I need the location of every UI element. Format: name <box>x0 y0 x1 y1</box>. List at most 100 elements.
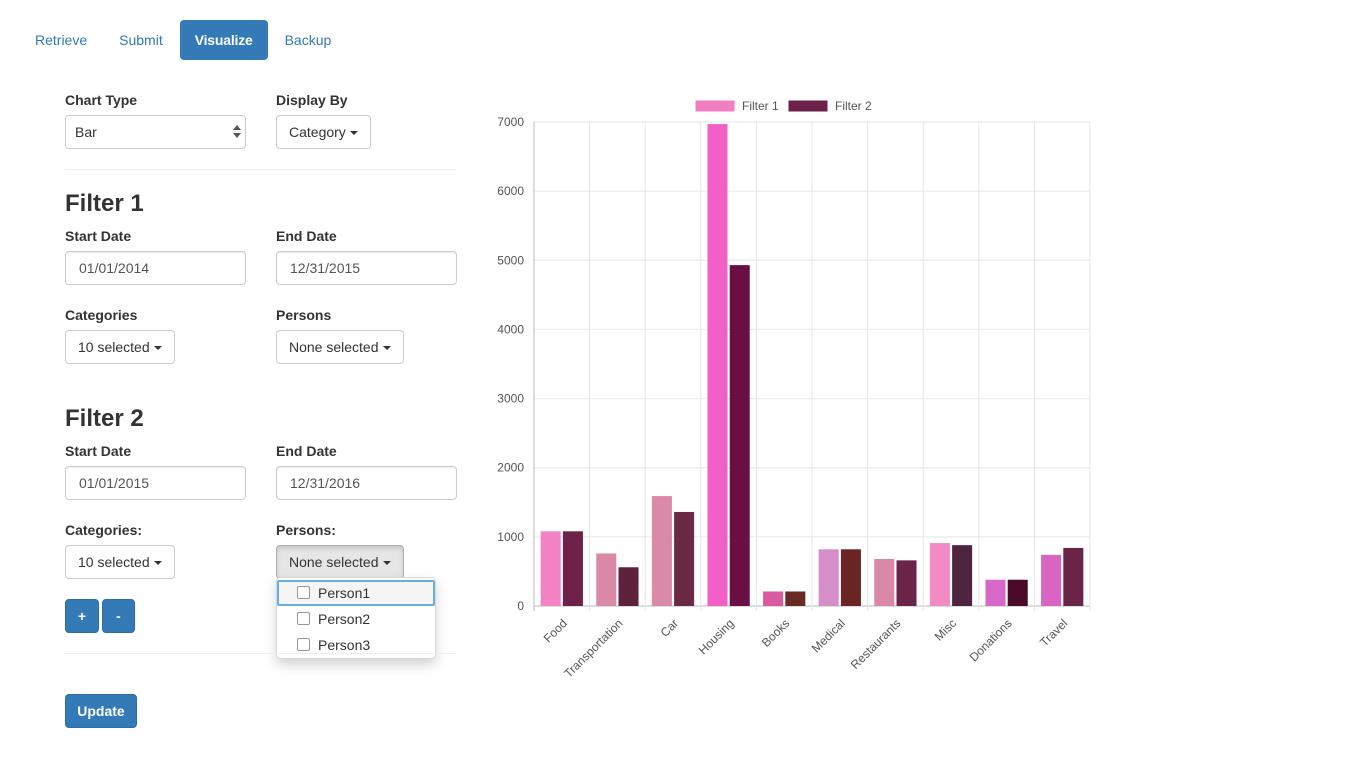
persons-option-person3[interactable]: Person3 <box>277 632 435 658</box>
x-tick-label: Food <box>541 616 570 645</box>
bar-2-misc <box>952 545 973 606</box>
bar-1-car <box>651 496 672 606</box>
caret-down-icon <box>153 561 162 566</box>
persons-option-label: Person2 <box>318 611 371 627</box>
bar-1-transportation <box>596 553 617 606</box>
display-by-label: Display By <box>276 92 348 108</box>
x-tick-label: Car <box>658 616 682 640</box>
tab-backup[interactable]: Backup <box>284 32 332 48</box>
x-tick-label: Misc <box>932 616 959 643</box>
filter2-end-label: End Date <box>276 443 337 459</box>
update-button[interactable]: Update <box>65 694 137 728</box>
chart-type-select[interactable]: Bar <box>65 115 246 149</box>
y-tick-label: 0 <box>517 599 524 613</box>
x-tick-label: Medical <box>809 616 848 655</box>
bar-2-travel <box>1063 547 1084 606</box>
filter1-end-label: End Date <box>276 228 337 244</box>
filter1-categories-value: 10 selected <box>78 339 150 355</box>
divider <box>65 169 456 170</box>
display-by-dropdown[interactable]: Category <box>276 115 371 149</box>
y-tick-label: 2000 <box>497 461 524 475</box>
display-by-value: Category <box>289 124 346 140</box>
filter1-persons-dropdown[interactable]: None selected <box>276 330 404 364</box>
bar-1-restaurants <box>874 558 895 606</box>
persons-option-person1[interactable]: Person1 <box>277 580 435 606</box>
caret-down-icon <box>382 346 391 351</box>
remove-filter-button[interactable]: - <box>102 599 135 633</box>
filter2-start-date-input[interactable]: 01/01/2015 <box>65 466 246 500</box>
caret-down-icon <box>382 561 391 566</box>
filter2-title: Filter 2 <box>65 405 144 432</box>
bar-chart: Filter 1 Filter 2 0 1000 2000 3000 4000 5000 60… <box>497 99 1091 681</box>
checkbox-icon[interactable] <box>297 586 310 599</box>
bar-1-misc <box>929 543 950 606</box>
tab-visualize[interactable]: Visualize <box>179 20 268 60</box>
chart-type-label: Chart Type <box>65 92 138 108</box>
bar-2-donations <box>1007 579 1028 606</box>
filter2-categories-value: 10 selected <box>78 554 150 570</box>
bar-2-transportation <box>618 567 639 606</box>
filter2-persons-dropdown[interactable]: None selected <box>276 545 404 579</box>
filter2-categories-dropdown[interactable]: 10 selected <box>65 545 175 579</box>
persons-dropdown-menu: Person1 Person2 Person3 <box>276 577 436 659</box>
filter1-start-date-input[interactable]: 01/01/2014 <box>65 251 246 285</box>
tab-retrieve[interactable]: Retrieve <box>35 32 88 48</box>
divider <box>65 653 456 654</box>
bar-2-restaurants <box>896 560 917 606</box>
filter1-categories-label: Categories <box>65 307 138 323</box>
y-tick-label: 1000 <box>497 530 524 544</box>
bar-1-donations <box>985 579 1006 606</box>
x-tick-label: Travel <box>1037 616 1070 649</box>
y-axis: 0 1000 2000 3000 4000 5000 6000 7000 <box>497 115 535 613</box>
checkbox-icon[interactable] <box>297 612 310 625</box>
y-tick-label: 7000 <box>497 115 524 129</box>
bar-1-travel <box>1041 554 1062 606</box>
add-filter-button[interactable]: + <box>65 599 99 633</box>
bar-1-books <box>763 591 784 606</box>
x-tick-label: Donations <box>967 616 1015 664</box>
y-tick-label: 6000 <box>497 184 524 198</box>
chart-type-value: Bar <box>75 124 97 140</box>
y-tick-label: 5000 <box>497 253 524 267</box>
bar-1-housing <box>707 124 728 607</box>
x-tick-label: Restaurants <box>848 616 904 672</box>
x-tick-label: Books <box>759 616 792 649</box>
legend-label-1: Filter 1 <box>742 99 779 113</box>
persons-option-label: Person3 <box>318 637 371 653</box>
tab-submit[interactable]: Submit <box>119 32 163 48</box>
checkbox-icon[interactable] <box>297 638 310 651</box>
bar-1-medical <box>818 549 839 606</box>
chart-bars <box>540 124 1084 607</box>
filter2-categories-label: Categories: <box>65 522 143 538</box>
legend-swatch-1 <box>694 99 736 113</box>
filter1-categories-dropdown[interactable]: 10 selected <box>65 330 175 364</box>
y-tick-label: 4000 <box>497 322 524 336</box>
filter1-persons-label: Persons <box>276 307 332 323</box>
persons-option-label: Person1 <box>318 585 371 601</box>
bar-2-medical <box>840 549 861 606</box>
filter2-start-label: Start Date <box>65 443 132 459</box>
bar-1-food <box>540 531 561 606</box>
x-tick-label: Housing <box>696 616 737 657</box>
persons-option-person2[interactable]: Person2 <box>277 606 435 632</box>
nav-pills: Retrieve Submit Visualize Backup <box>20 20 348 60</box>
caret-down-icon <box>153 346 162 351</box>
filter1-start-label: Start Date <box>65 228 132 244</box>
bar-2-food <box>562 531 583 606</box>
filter1-end-date-input[interactable]: 12/31/2015 <box>276 251 457 285</box>
x-tick-label: Transportation <box>561 616 625 680</box>
legend-swatch-2 <box>787 99 829 113</box>
chart-legend: Filter 1 Filter 2 <box>694 99 872 113</box>
bar-2-housing <box>729 265 750 606</box>
bar-2-books <box>785 591 806 606</box>
filter1-title: Filter 1 <box>65 190 144 217</box>
bar-2-car <box>674 511 695 606</box>
select-arrows-icon <box>233 124 241 140</box>
chart-grid <box>533 121 1091 611</box>
filter2-end-date-input[interactable]: 12/31/2016 <box>276 466 457 500</box>
y-tick-label: 3000 <box>497 392 524 406</box>
filter2-persons-label: Persons: <box>276 522 336 538</box>
caret-down-icon <box>349 131 358 136</box>
legend-label-2: Filter 2 <box>835 99 872 113</box>
